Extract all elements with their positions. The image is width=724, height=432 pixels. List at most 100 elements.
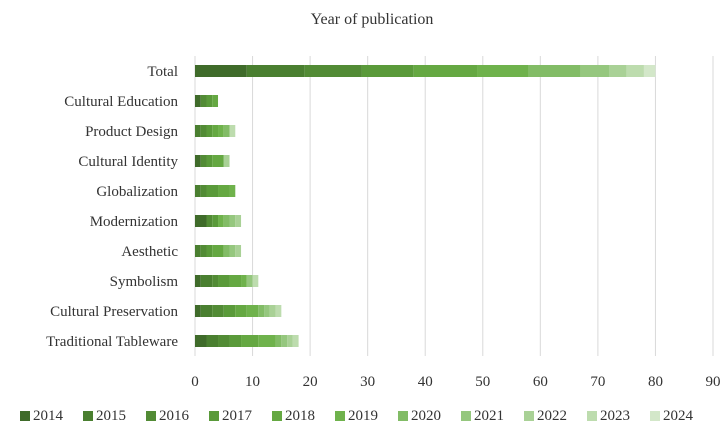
bar-segment: [229, 335, 242, 347]
category-label: Symbolism: [110, 274, 179, 290]
bar-segment: [218, 275, 230, 287]
bar-segment: [206, 155, 213, 167]
bar-layer: [195, 65, 656, 347]
bar-segment: [206, 335, 219, 347]
bar-segment: [212, 215, 219, 227]
legend-swatch: [272, 411, 282, 421]
bar-segment: [264, 305, 270, 317]
bar-segment: [212, 95, 219, 107]
bar-segment: [246, 305, 259, 317]
x-tick-label: 90: [706, 374, 721, 390]
legend-label: 2017: [222, 408, 253, 424]
bar-segment: [246, 275, 253, 287]
bar-segment: [212, 155, 224, 167]
x-tick-label: 0: [191, 374, 199, 390]
bar-segment: [200, 245, 207, 257]
legend-label: 2021: [474, 408, 504, 424]
bar-segment: [275, 305, 282, 317]
bar-segment: [200, 185, 207, 197]
legend-label: 2019: [348, 408, 378, 424]
bar-segment: [200, 95, 207, 107]
legend-swatch: [335, 411, 345, 421]
bar-segment: [258, 335, 276, 347]
legend-swatch: [461, 411, 471, 421]
bar-segment: [229, 185, 236, 197]
legend: 2014 2015 2016 2017 2018 2019 2020 2021 2022 2023…: [20, 408, 694, 424]
legend-swatch: [209, 411, 219, 421]
bar-segment: [223, 305, 236, 317]
x-tick-label: 30: [360, 374, 375, 390]
legend-label: 2022: [537, 408, 567, 424]
bar-segment: [195, 335, 207, 347]
bar-segment: [195, 275, 201, 287]
bar-segment: [477, 65, 529, 77]
legend-label: 2023: [600, 408, 630, 424]
bar-segment: [200, 305, 213, 317]
legend-swatch: [83, 411, 93, 421]
bar-segment: [212, 305, 224, 317]
bar-segment: [235, 245, 242, 257]
bar-segment: [229, 215, 236, 227]
bar-segment: [200, 275, 213, 287]
x-axis-ticks: 0 10 20 30 40 50 60 70 80 90: [191, 374, 720, 390]
bar-segment: [223, 155, 230, 167]
legend-label: 2015: [96, 408, 126, 424]
bar-segment: [528, 65, 581, 77]
category-label: Cultural Preservation: [50, 304, 178, 320]
bar-segment: [195, 215, 207, 227]
bar-segment: [200, 155, 207, 167]
category-label: Modernization: [90, 214, 179, 230]
legend-label: 2020: [411, 408, 441, 424]
bar-segment: [218, 125, 224, 137]
legend-label: 2024: [663, 408, 694, 424]
bar-segment: [626, 65, 644, 77]
bar-segment: [229, 275, 242, 287]
bar-segment: [246, 65, 305, 77]
bar-segment: [206, 245, 213, 257]
bar-segment: [218, 215, 224, 227]
bar-segment: [229, 245, 236, 257]
bar-segment: [212, 125, 219, 137]
bar-segment: [258, 305, 265, 317]
bar-segment: [218, 335, 230, 347]
x-tick-label: 70: [590, 374, 605, 390]
bar-segment: [235, 215, 242, 227]
bar-segment: [223, 125, 230, 137]
bar-segment: [206, 125, 213, 137]
bar-segment: [241, 335, 259, 347]
category-label: Cultural Identity: [78, 154, 178, 170]
bar-segment: [252, 275, 259, 287]
bar-segment: [218, 185, 230, 197]
bar-segment: [206, 215, 213, 227]
bar-segment: [200, 125, 207, 137]
bar-segment: [195, 185, 201, 197]
bar-segment: [304, 65, 362, 77]
category-label: Traditional Tableware: [46, 334, 178, 350]
bar-segment: [206, 95, 213, 107]
legend-swatch: [650, 411, 660, 421]
x-tick-label: 10: [245, 374, 260, 390]
category-label: Aesthetic: [121, 244, 178, 260]
x-tick-label: 80: [648, 374, 663, 390]
x-tick-label: 20: [303, 374, 318, 390]
bar-segment: [287, 335, 293, 347]
bar-segment: [212, 245, 224, 257]
x-tick-label: 40: [418, 374, 433, 390]
bar-segment: [195, 155, 201, 167]
bar-segment: [195, 65, 247, 77]
bar-segment: [195, 245, 201, 257]
bar-segment: [413, 65, 478, 77]
category-label: Cultural Education: [64, 94, 178, 110]
bar-segment: [223, 245, 230, 257]
bar-segment: [609, 65, 627, 77]
bar-segment: [292, 335, 299, 347]
legend-label: 2016: [159, 408, 190, 424]
bar-segment: [235, 305, 247, 317]
legend-swatch: [146, 411, 156, 421]
legend-swatch: [587, 411, 597, 421]
bar-segment: [281, 335, 288, 347]
bar-segment: [195, 125, 201, 137]
x-tick-label: 60: [533, 374, 548, 390]
bar-segment: [241, 275, 247, 287]
